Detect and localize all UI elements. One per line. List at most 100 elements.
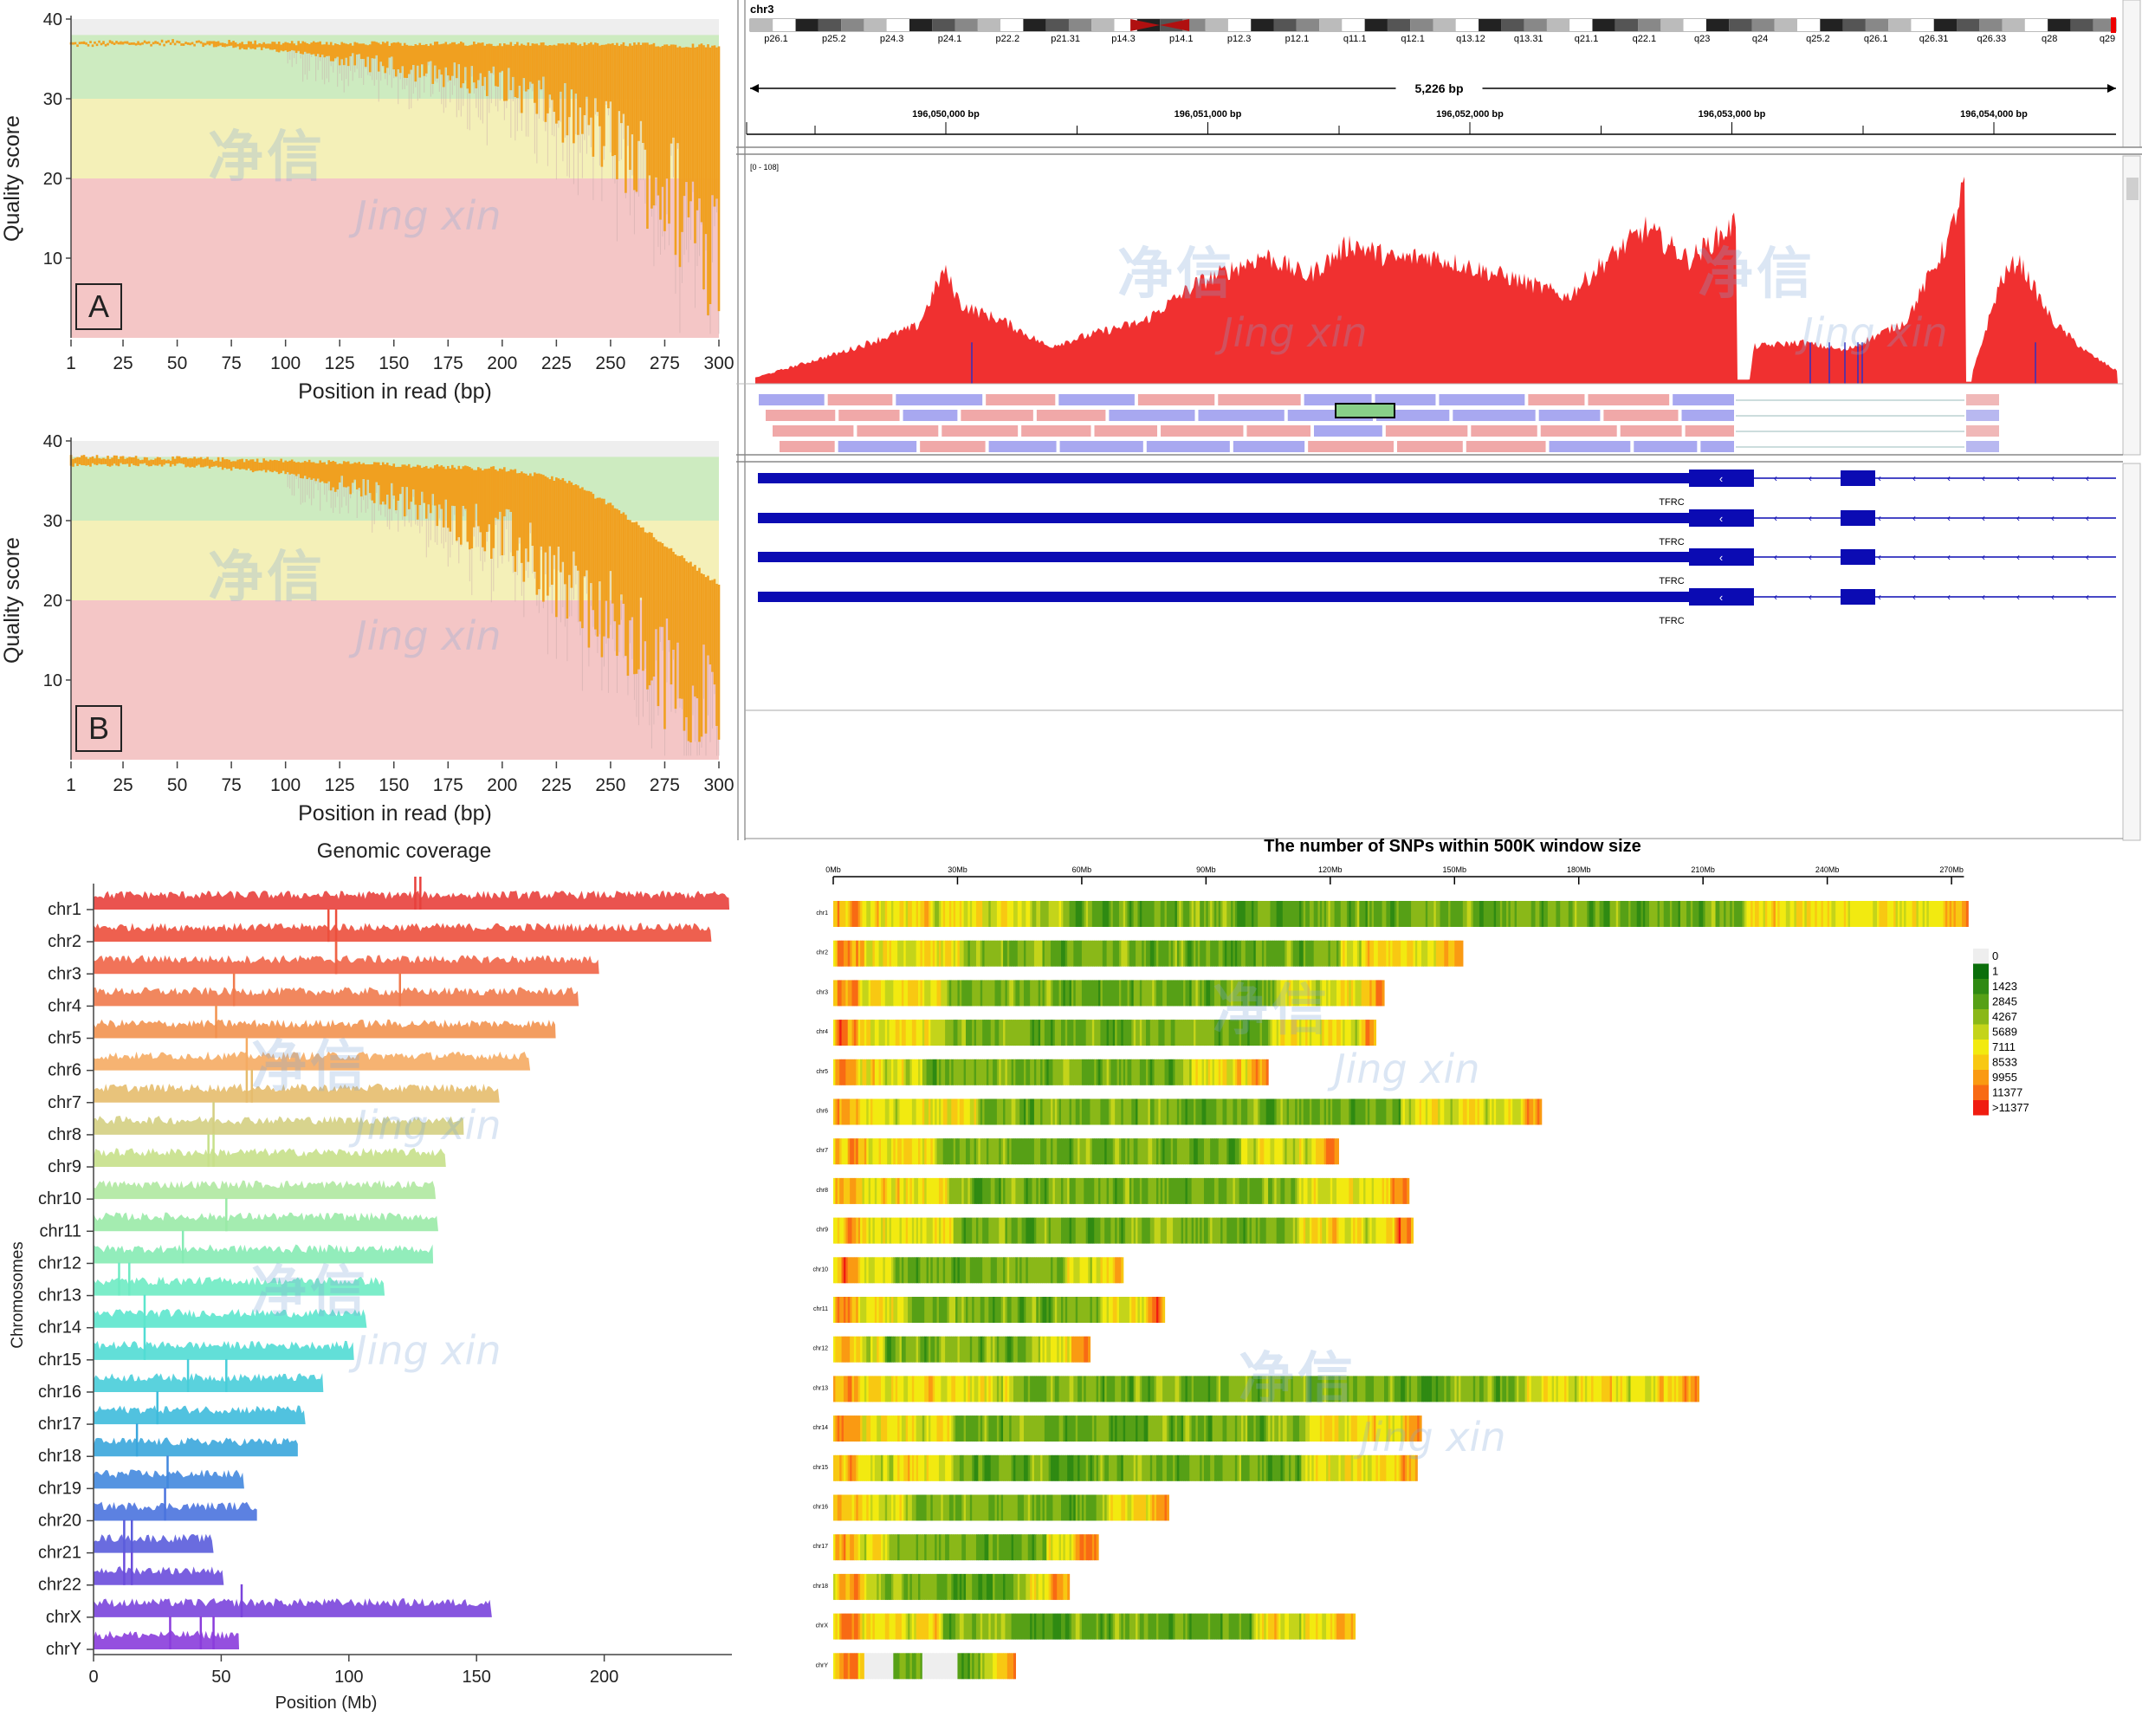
quality-zone	[71, 600, 719, 760]
quality-bar	[447, 466, 450, 528]
y-tick-label: 10	[43, 249, 62, 269]
quality-bar	[343, 461, 346, 487]
quality-bar	[369, 44, 372, 72]
quality-bar	[230, 42, 233, 46]
quality-bar	[590, 42, 592, 118]
quality-bar	[373, 462, 376, 502]
quality-bar	[293, 43, 295, 50]
snp-bin	[1407, 1178, 1409, 1204]
quality-bar	[579, 489, 582, 622]
strand-arrow: ‹	[2051, 551, 2055, 563]
quality-bar	[202, 459, 204, 467]
quality-bar	[165, 41, 168, 43]
chromosome-label: chr3	[48, 964, 81, 983]
quality-bar	[460, 42, 463, 88]
ideogram-band	[1091, 19, 1114, 31]
quality-bar	[477, 42, 480, 80]
ideogram-band	[1069, 19, 1091, 31]
quality-bar	[222, 457, 224, 470]
ideogram-band	[1888, 19, 1911, 31]
chromosome-label: chr21	[38, 1544, 81, 1563]
quality-bar	[159, 457, 161, 464]
quality-bar	[597, 43, 599, 112]
quality-bar	[109, 40, 112, 42]
read	[1314, 425, 1382, 437]
chromosome-label: chr1	[816, 910, 828, 917]
band-label: q13.31	[1514, 34, 1543, 44]
ideogram-band	[887, 19, 909, 31]
band-label: p21.31	[1051, 34, 1080, 44]
ideogram-band	[1319, 19, 1342, 31]
quality-bar	[529, 473, 532, 522]
x-tick-label: 0Mb	[825, 865, 841, 874]
quality-bar	[271, 42, 274, 49]
quality-bar	[421, 468, 424, 492]
quality-bar	[495, 46, 497, 86]
quality-bar	[493, 466, 495, 548]
x-tick-label: 25	[113, 775, 133, 795]
quality-bar	[584, 42, 586, 115]
strand-arrow: ‹	[1947, 512, 1951, 524]
quality-bar	[707, 44, 709, 315]
quality-bar	[161, 460, 164, 467]
ideogram-band	[1388, 19, 1410, 31]
snp-density-heatmap: The number of SNPs within 500K window si…	[788, 827, 2142, 1732]
quality-bar	[223, 43, 226, 47]
quality-bar	[412, 46, 415, 65]
quality-bar	[113, 456, 116, 464]
quality-bar	[135, 456, 138, 465]
quality-bar	[683, 558, 686, 730]
ideogram-band	[1342, 19, 1364, 31]
quality-bar	[655, 47, 657, 178]
ideogram-band	[1479, 19, 1501, 31]
quality-bar	[597, 498, 599, 637]
quality-bar	[592, 44, 595, 156]
quality-bar	[269, 460, 272, 472]
quality-bar	[438, 44, 441, 69]
quality-bar	[85, 42, 87, 45]
quality-bar	[404, 464, 406, 516]
quality-bar	[718, 585, 721, 740]
quality-bar	[378, 42, 380, 71]
x-tick-label: 240Mb	[1815, 865, 1840, 874]
quality-bar	[502, 470, 504, 555]
quality-bar	[508, 471, 510, 509]
quality-bar	[313, 42, 315, 55]
quality-bar	[590, 492, 592, 583]
quality-bar	[540, 474, 543, 547]
quality-bar	[519, 473, 521, 538]
gene-exon	[1841, 549, 1875, 565]
quality-bar	[79, 42, 81, 44]
strand-arrow: ‹	[1982, 551, 1985, 563]
quality-bar	[427, 46, 430, 62]
ideogram-band	[955, 19, 978, 31]
quality-bar	[165, 460, 168, 463]
quality-bar	[291, 459, 294, 473]
read	[1541, 425, 1617, 437]
quality-bar	[418, 465, 421, 505]
y-tick-label: 10	[43, 671, 62, 690]
coverage-area	[94, 1148, 446, 1167]
ideogram-band	[1729, 19, 1751, 31]
quality-bar	[629, 43, 631, 170]
quality-bar	[304, 42, 307, 52]
quality-bar	[670, 44, 673, 143]
ideogram-band	[1206, 19, 1228, 31]
quality-bar	[562, 478, 565, 562]
quality-bar	[612, 43, 614, 156]
quality-bar	[254, 462, 256, 471]
quality-bar	[356, 463, 359, 489]
strand-arrow: ‹	[2051, 591, 2055, 603]
read	[1095, 425, 1158, 437]
quality-bar	[555, 477, 558, 617]
ideogram-band	[1456, 19, 1479, 31]
quality-bar	[662, 46, 664, 187]
quality-bar	[644, 42, 647, 150]
chromosome-label: chr1	[48, 900, 81, 919]
coverage-area	[94, 1116, 463, 1135]
quality-bar	[486, 469, 489, 532]
quality-bar	[534, 472, 536, 572]
quality-bar	[392, 42, 395, 69]
quality-bar	[525, 474, 527, 548]
